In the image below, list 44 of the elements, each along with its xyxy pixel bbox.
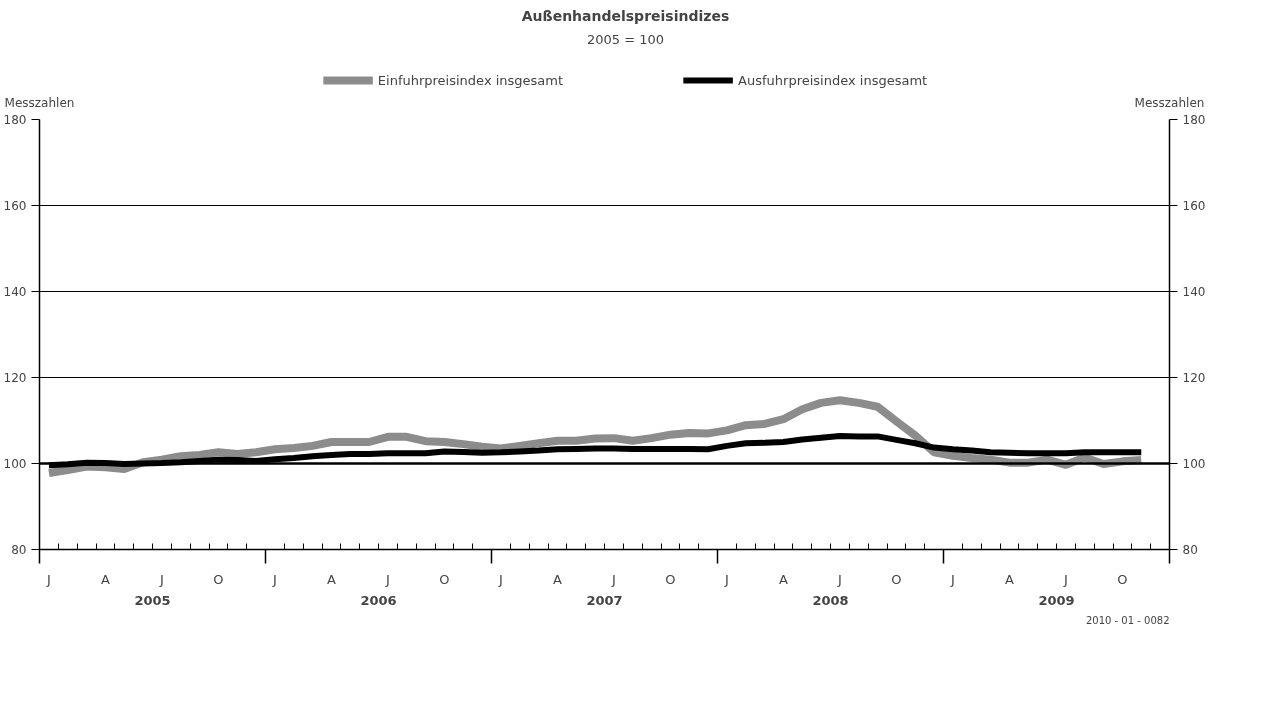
x-tick-label: A: [778, 571, 788, 587]
x-tick-label: J: [837, 571, 842, 587]
x-tick-label: J: [1063, 571, 1068, 587]
x-tick-label: J: [46, 571, 51, 587]
text: 2007: [586, 592, 623, 608]
x-tick-label: O: [213, 571, 224, 587]
x-tick-label: J: [498, 571, 503, 587]
x-tick-label: J: [724, 571, 729, 587]
x-tick-label: J: [272, 571, 277, 587]
y2-tick-label: 100: [1182, 457, 1206, 471]
x-tick-label: J: [950, 571, 955, 587]
chart-subtitle: 2005 = 100: [586, 31, 665, 47]
x-tick-label: O: [439, 571, 450, 587]
y2-axis-title: Messzahlen: [1134, 95, 1205, 110]
y-tick-label: 100: [3, 457, 27, 471]
y2-tick-label: 80: [1182, 543, 1198, 557]
text: 2006: [360, 592, 397, 608]
legend-label: Einfuhrpreisindex insgesamt: [377, 72, 564, 88]
y2-tick-label: 160: [1182, 199, 1206, 213]
x-tick-label: O: [665, 571, 676, 587]
text: 2005: [134, 592, 171, 608]
x-tick-label: J: [385, 571, 390, 587]
x-tick-label: A: [100, 571, 110, 587]
y-axis-title: Messzahlen: [4, 95, 75, 110]
x-tick-label: A: [552, 571, 562, 587]
y2-tick-label: 120: [1182, 371, 1206, 385]
y-tick-label: 160: [3, 199, 27, 213]
y-tick-label: 120: [3, 371, 27, 385]
x-tick-label: J: [159, 571, 164, 587]
y2-tick-label: 180: [1182, 113, 1206, 127]
x-tick-label: O: [891, 571, 902, 587]
y-tick-label: 80: [11, 543, 27, 557]
text: 2008: [812, 592, 849, 608]
y2-tick-label: 140: [1182, 285, 1206, 299]
legend-label: Ausfuhrpreisindex insgesamt: [738, 72, 928, 88]
x-tick-label: J: [611, 571, 616, 587]
text: 2010 - 01 - 0082: [1085, 614, 1170, 626]
x-tick-label: A: [326, 571, 336, 587]
y-tick-label: 140: [3, 285, 27, 299]
x-tick-label: O: [1117, 571, 1128, 587]
chart-title: Außenhandelspreisindizes: [521, 7, 730, 24]
text: 2009: [1038, 592, 1075, 608]
x-tick-label: A: [1004, 571, 1014, 587]
y-tick-label: 180: [3, 113, 27, 127]
